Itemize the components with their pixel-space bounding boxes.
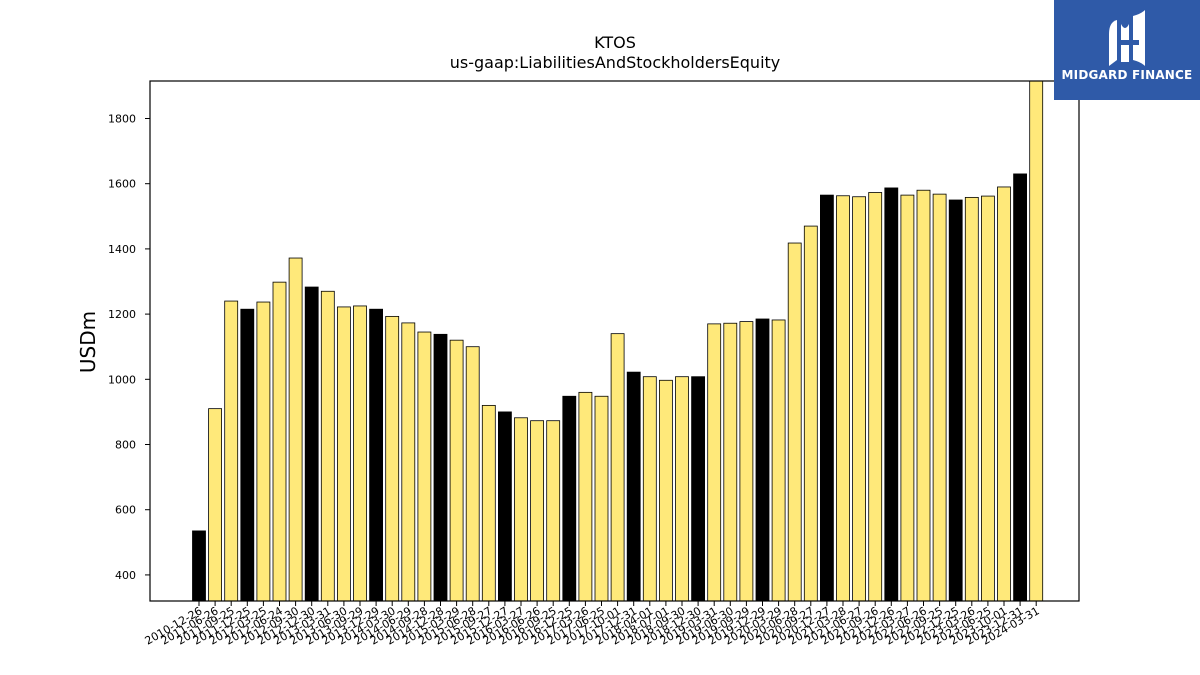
- bar-2022-03-27: [900, 194, 915, 602]
- bar-2021-06-27: [852, 196, 866, 602]
- bars: [192, 80, 1044, 602]
- bar-2016-09-25: [546, 420, 561, 602]
- bar-2016-06-26: [530, 420, 544, 602]
- bar-2020-09-27: [803, 225, 818, 602]
- y-tick-label: 800: [115, 439, 136, 452]
- bar-2014-06-29: [401, 322, 416, 602]
- bar-2016-12-25: [562, 395, 577, 602]
- bar-2022-09-25: [932, 193, 947, 602]
- plot-frame: [149, 80, 1080, 602]
- bar-2016-03-27: [514, 417, 528, 602]
- bar-2019-03-31: [707, 323, 722, 602]
- bar-2010-12-26: [192, 530, 206, 602]
- bar-2019-09-29: [739, 321, 754, 602]
- y-tick-label: 1800: [108, 112, 136, 125]
- bar-2020-03-29: [771, 319, 786, 602]
- bar-2023-12-31: [1013, 173, 1027, 602]
- chart-subtitle: us-gaap:LiabilitiesAndStockholdersEquity: [450, 53, 781, 72]
- bar-2014-03-30: [385, 315, 400, 602]
- bar-2013-03-31: [320, 290, 335, 602]
- bar-2017-06-25: [594, 395, 609, 602]
- x-axis-ticks: 2010-12-262011-06-262011-09-252011-12-25…: [143, 601, 1042, 648]
- bar-2017-10-01: [610, 333, 625, 602]
- y-axis-label: USDm: [76, 311, 100, 373]
- bar-2015-09-27: [481, 404, 496, 602]
- bar-2023-03-26: [964, 196, 979, 602]
- bar-2011-12-25: [240, 308, 255, 602]
- bar-2011-09-25: [224, 300, 239, 602]
- bar-2018-04-01: [642, 376, 657, 602]
- bar-2023-10-01: [997, 186, 1011, 602]
- bar-2015-06-28: [465, 346, 480, 602]
- bar-2014-09-28: [417, 331, 432, 602]
- bar-2020-12-27: [820, 194, 834, 602]
- bar-2022-12-25: [948, 199, 963, 602]
- midgard-logo-icon: [1109, 10, 1145, 66]
- midgard-finance-logo: MIDGARD FINANCE: [1054, 0, 1200, 100]
- bar-2013-09-29: [353, 305, 367, 602]
- y-tick-label: 400: [115, 569, 136, 582]
- bar-2019-12-29: [755, 318, 770, 602]
- y-tick-label: 600: [115, 504, 136, 517]
- bar-2023-06-25: [981, 195, 995, 602]
- bar-2018-07-01: [659, 379, 673, 602]
- y-tick-label: 1000: [108, 373, 136, 386]
- bar-2018-09-30: [675, 376, 689, 602]
- y-tick-label: 1200: [108, 308, 136, 321]
- bar-2012-03-25: [256, 301, 271, 602]
- bar-2017-03-26: [578, 391, 593, 602]
- bar-2015-12-27: [497, 411, 512, 602]
- bar-2017-12-31: [626, 371, 641, 602]
- bar-2014-12-28: [433, 333, 448, 602]
- logo-text: MIDGARD FINANCE: [1061, 68, 1193, 82]
- bar-2015-03-29: [449, 339, 464, 602]
- bar-2021-03-28: [836, 195, 850, 602]
- y-tick-label: 1400: [108, 243, 136, 256]
- bar-2021-09-26: [868, 192, 883, 602]
- bar-2022-06-26: [916, 189, 931, 602]
- y-axis-ticks: 400 600 800 1000 1200 1400 1600 1800: [108, 112, 150, 582]
- bar-2013-06-30: [336, 306, 351, 602]
- bar-2013-12-29: [369, 308, 384, 602]
- chart-title: KTOS: [594, 33, 636, 52]
- bar-2018-12-30: [691, 376, 705, 602]
- bar-2020-06-28: [787, 242, 802, 602]
- bar-2011-06-26: [208, 408, 223, 602]
- y-tick-label: 1600: [108, 178, 136, 191]
- bar-2012-12-30: [304, 286, 319, 602]
- bar-2019-06-30: [723, 322, 738, 602]
- bar-2024-03-31: [1029, 80, 1044, 602]
- bar-2012-06-24: [272, 281, 287, 602]
- bar-2012-09-30: [288, 257, 303, 602]
- bar-2021-12-26: [884, 187, 899, 602]
